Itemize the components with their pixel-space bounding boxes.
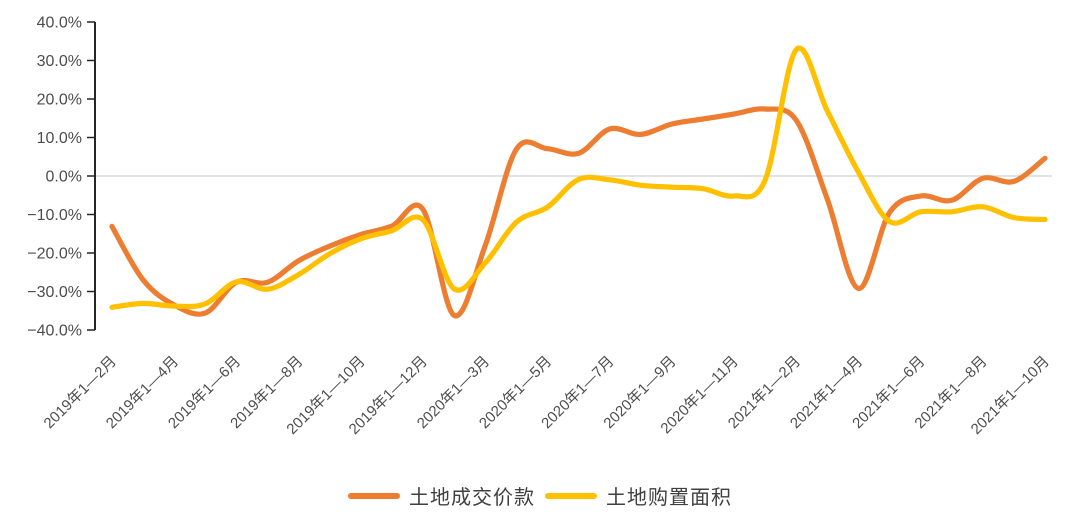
series-line-land-purchase-area	[109, 45, 1048, 310]
y-axis-tick-label: −40.0%	[27, 323, 82, 340]
legend-label-land-transaction-price: 土地成交价款	[409, 487, 535, 509]
legend-swatch-orange-line	[348, 492, 400, 499]
y-axis-tick-label: 0.0%	[46, 169, 82, 186]
line-chart: 40.0% 30.0% 20.0% 10.0% 0.0% −10.0% −20.0% −30.…	[27, 15, 1053, 438]
legend-item-land-purchase-area: 土地购置面积	[545, 481, 732, 510]
y-axis-tick-label: −30.0%	[27, 284, 82, 301]
y-axis-tick-label: 10.0%	[37, 130, 82, 147]
y-axis-tick-label: 20.0%	[37, 92, 82, 109]
legend: 土地成交价款 土地购置面积	[0, 481, 1080, 510]
y-axis-tick-label: −20.0%	[27, 246, 82, 263]
y-axis-tick-label: −10.0%	[27, 207, 82, 224]
legend-swatch-yellow-line	[545, 492, 597, 499]
y-axis-tick-label: 40.0%	[37, 15, 82, 32]
legend-item-land-transaction-price: 土地成交价款	[348, 481, 535, 510]
series-line-land-transaction-price	[109, 106, 1048, 319]
y-axis-tick-label: 30.0%	[37, 53, 82, 70]
legend-label-land-purchase-area: 土地购置面积	[606, 487, 732, 509]
